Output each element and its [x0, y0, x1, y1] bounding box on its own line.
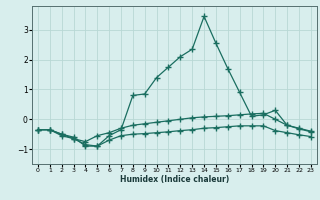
X-axis label: Humidex (Indice chaleur): Humidex (Indice chaleur) — [120, 175, 229, 184]
